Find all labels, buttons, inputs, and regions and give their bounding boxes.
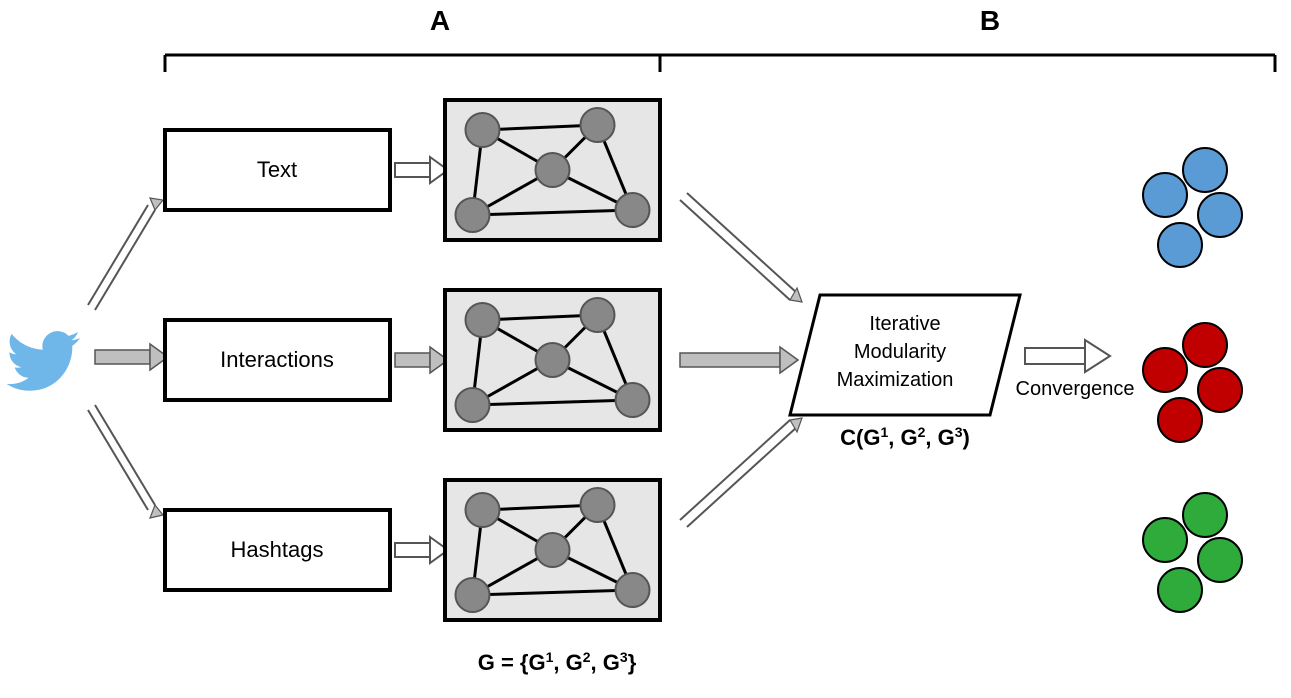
arrow-graph1-to-process <box>680 193 802 302</box>
process-formula: C(G1, G2, G3) <box>840 424 970 450</box>
arrow-graph3-to-process <box>680 418 802 527</box>
convergence-label: Convergence <box>1016 378 1135 400</box>
input-box-interactions-label: Interactions <box>220 347 334 372</box>
graph-panel-3 <box>445 480 660 620</box>
arrow-interactions-to-graph <box>395 347 448 373</box>
input-box-text: Text <box>165 130 390 210</box>
arrow-twitter-to-interactions <box>95 344 168 370</box>
cluster-blue <box>1143 148 1242 267</box>
process-box: Iterative Modularity Maximization <box>790 295 1020 415</box>
process-line1: Iterative <box>869 313 940 335</box>
input-box-interactions: Interactions <box>165 320 390 400</box>
arrow-convergence <box>1025 340 1110 372</box>
arrow-graph2-to-process <box>680 347 798 373</box>
graph-panel-2 <box>445 290 660 430</box>
cluster-green <box>1143 493 1242 612</box>
input-box-text-label: Text <box>257 157 297 182</box>
section-a-label: A <box>430 5 450 36</box>
process-line2: Modularity <box>854 341 946 363</box>
diagram-canvas: A B Text Interactions Hashtags <box>0 0 1291 698</box>
arrow-twitter-to-hashtags <box>88 405 163 518</box>
section-b-label: B <box>980 5 1000 36</box>
section-bracket <box>165 55 1275 72</box>
process-line3: Maximization <box>837 369 954 391</box>
graph-panel-1 <box>445 100 660 240</box>
graph-set-formula: G = {G1, G2, G3} <box>478 649 637 675</box>
twitter-icon <box>6 331 80 391</box>
input-box-hashtags-label: Hashtags <box>231 537 324 562</box>
input-box-hashtags: Hashtags <box>165 510 390 590</box>
arrow-text-to-graph <box>395 157 448 183</box>
cluster-red <box>1143 323 1242 442</box>
arrow-hashtags-to-graph <box>395 537 448 563</box>
arrow-twitter-to-text <box>88 198 163 310</box>
